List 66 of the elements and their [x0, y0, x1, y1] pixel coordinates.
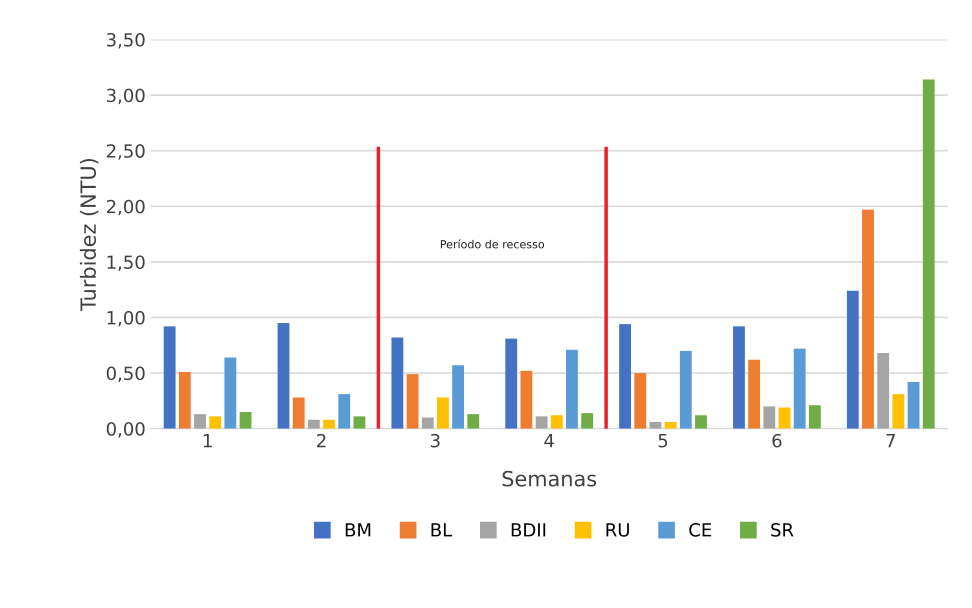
bar: [650, 422, 662, 429]
bar: [353, 416, 366, 429]
bar: [436, 398, 449, 429]
legend-label: CE: [689, 523, 712, 537]
x-tick-label: 1: [204, 434, 212, 448]
bar: [846, 290, 859, 429]
x-tick-label: 6: [772, 434, 782, 448]
x-tick-label: 5: [658, 434, 668, 448]
legend-label: SR: [771, 523, 794, 537]
bar: [619, 324, 632, 429]
bar: [536, 416, 548, 429]
bar: [467, 414, 480, 429]
bar: [763, 406, 776, 429]
x-tick-label: 2: [317, 434, 326, 448]
y-tick-label: 1,00: [108, 310, 145, 326]
legend-label: RU: [606, 523, 629, 537]
bar: [164, 326, 176, 429]
y-tick-label: 2,50: [106, 144, 145, 160]
bar: [224, 357, 236, 429]
bar: [452, 365, 464, 429]
bar: [178, 372, 191, 429]
bar: [748, 360, 760, 429]
annotation: Período de recesso: [440, 239, 544, 248]
bar: [862, 210, 874, 429]
y-tick-label: 2,00: [106, 200, 145, 216]
x-tick-label: 3: [430, 434, 440, 448]
bar: [922, 80, 935, 429]
bar: [733, 326, 745, 429]
legend-label: BDII: [512, 523, 546, 536]
bar: [308, 420, 320, 429]
y-tick-label: 0,00: [106, 422, 145, 438]
x-axis-title: Semanas: [502, 470, 596, 487]
x-tick-label: 4: [544, 434, 554, 448]
legend-label: BL: [432, 523, 452, 536]
bar: [877, 353, 890, 429]
bar: [240, 412, 252, 429]
bar: [505, 338, 518, 429]
bar: [680, 350, 692, 429]
bar: [634, 373, 646, 429]
bar: [422, 418, 434, 429]
bar: [908, 382, 920, 429]
y-tick-label: 0,50: [106, 366, 145, 382]
bar: [808, 405, 821, 429]
x-tick-label: 7: [886, 434, 895, 448]
bar: [209, 416, 222, 429]
y-tick-label: 3,50: [106, 32, 145, 48]
legend-label: BM: [346, 523, 370, 536]
bar: [566, 350, 578, 429]
y-axis-title: Turbidez (NTU): [80, 158, 98, 312]
bar: [292, 398, 305, 429]
bar: [338, 394, 350, 429]
bar: [520, 370, 532, 429]
y-tick-label: 3,00: [106, 88, 145, 104]
bar: [664, 422, 677, 429]
bar: [278, 323, 290, 429]
bar: [406, 374, 418, 429]
bar: [550, 415, 563, 429]
bar: [892, 394, 904, 429]
bar: [778, 408, 790, 429]
bar: [194, 414, 206, 429]
bar: [581, 413, 594, 429]
bar: [695, 415, 707, 429]
bar: [323, 420, 335, 429]
bar: [391, 337, 404, 429]
bar: [794, 348, 806, 429]
y-tick-label: 1,50: [108, 255, 145, 271]
